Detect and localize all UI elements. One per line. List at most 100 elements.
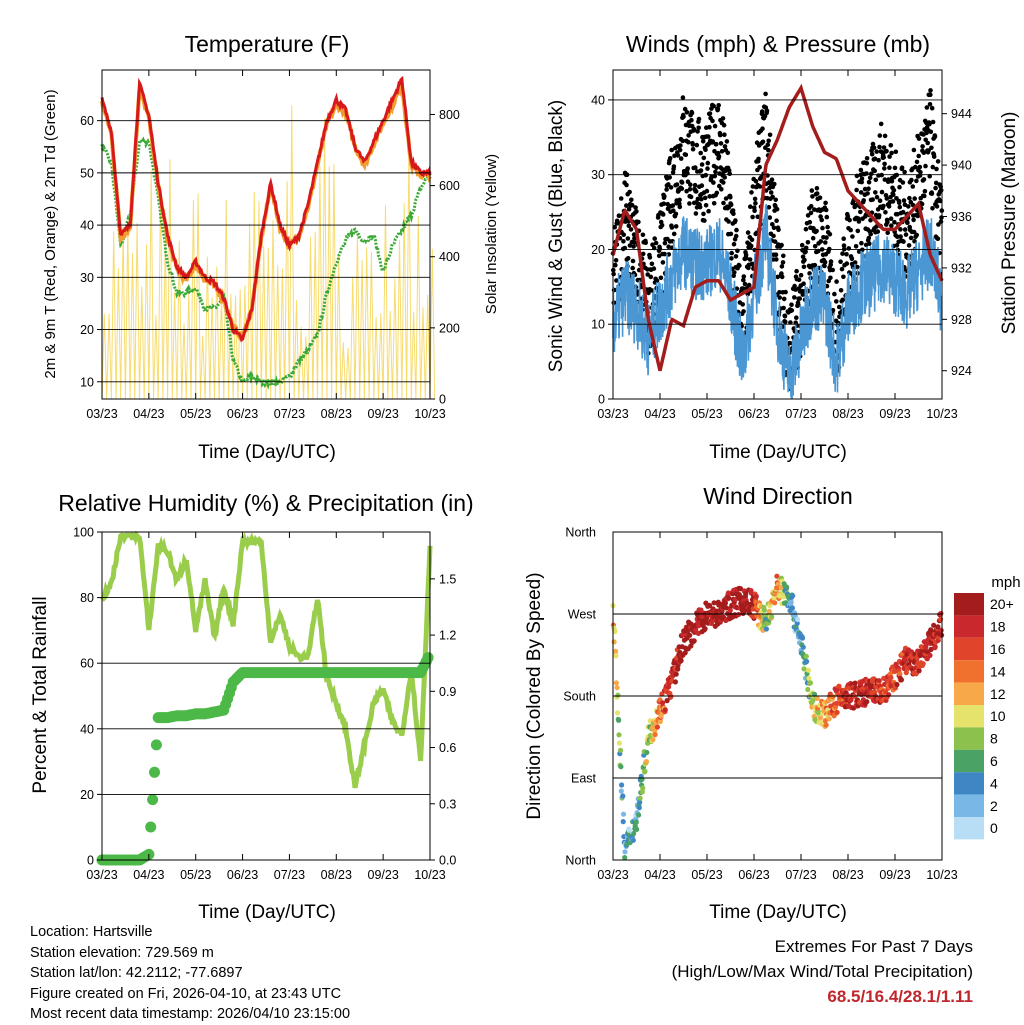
direction-point (801, 666, 807, 672)
gust-point (671, 164, 677, 169)
gust-point (796, 277, 802, 283)
gust-point (922, 188, 928, 194)
gust-point (918, 169, 923, 175)
gust-point (783, 289, 788, 295)
direction-point (888, 675, 894, 681)
gust-point (877, 133, 883, 138)
gust-point (667, 156, 673, 161)
direction-point (931, 622, 937, 628)
gust-point (774, 218, 779, 223)
y2-tick-label: 1.2 (439, 629, 456, 643)
gust-point (766, 147, 771, 153)
gust-point (713, 169, 718, 175)
gust-point (914, 232, 919, 238)
gust-point (921, 150, 927, 155)
gust-point (923, 163, 928, 169)
direction-point (806, 675, 812, 682)
gust-point (876, 213, 882, 218)
gust-point (743, 252, 749, 258)
gust-point (680, 95, 686, 100)
gust-point (674, 182, 680, 187)
gust-point (902, 169, 907, 175)
temperature-title: Temperature (F) (185, 31, 350, 57)
latlon-text: Station lat/lon: 42.2112; -77.6897 (30, 965, 243, 981)
precip-point (145, 821, 157, 833)
colorbar-label: 6 (990, 753, 998, 769)
x-tick-label: 08/23 (321, 868, 352, 882)
gust-point (730, 208, 736, 213)
direction-point (711, 600, 717, 606)
direction-point (643, 759, 650, 765)
gust-point (825, 224, 830, 230)
gust-point (703, 203, 709, 208)
gust-point (763, 91, 768, 97)
gust-point (719, 187, 724, 192)
direction-point (804, 658, 810, 665)
direction-point (722, 600, 729, 606)
direction-point (702, 626, 708, 632)
gust-point (612, 224, 617, 230)
gust-point (935, 159, 941, 164)
gust-point (916, 136, 922, 141)
gust-point (755, 214, 760, 220)
direction-point (876, 678, 882, 684)
direction-title: Wind Direction (703, 483, 853, 509)
gust-point (807, 219, 813, 225)
gust-point (719, 149, 725, 154)
gust-point (931, 154, 937, 159)
gust-point (777, 295, 782, 300)
gust-point (928, 88, 933, 93)
gust-point (854, 187, 859, 193)
gust-point (824, 235, 829, 240)
y2-tick-label: 400 (439, 250, 460, 264)
gust-point (834, 299, 839, 304)
gust-point (745, 230, 751, 235)
direction-point (666, 684, 672, 690)
gust-point (772, 239, 778, 244)
gust-point (781, 253, 786, 259)
x-tick-label: 06/23 (227, 407, 258, 421)
gust-point (901, 198, 907, 203)
x-tick-label: 09/23 (368, 868, 399, 882)
y2-tick-label: 200 (439, 321, 460, 335)
direction-point (685, 628, 691, 634)
direction-xlabel: Time (Day/UTC) (709, 902, 847, 923)
colorbar-label: 2 (990, 798, 998, 814)
gust-point (866, 179, 872, 185)
direction-point (652, 732, 658, 738)
gust-point (614, 278, 619, 283)
precip-point (147, 794, 159, 806)
direction-point (726, 595, 732, 601)
gust-point (632, 240, 637, 245)
colorbar-label: 18 (990, 619, 1006, 635)
gust-point (882, 166, 887, 171)
gust-point (621, 232, 626, 237)
gust-point (686, 133, 691, 138)
gust-point (725, 150, 731, 156)
direction-point (637, 799, 643, 805)
gust-point (673, 224, 679, 229)
gust-point (789, 302, 794, 308)
colorbar-swatch (954, 637, 984, 661)
gust-point (726, 219, 731, 224)
extremes-box: Extremes For Past 7 Days (High/Low/Max W… (672, 934, 973, 1009)
gust-point (767, 215, 773, 220)
direction-point (794, 620, 800, 627)
direction-point (618, 788, 624, 794)
gust-point (849, 256, 855, 262)
colorbar-label: 0 (990, 820, 998, 836)
gust-point (669, 147, 674, 153)
gust-point (699, 162, 705, 167)
gust-point (788, 320, 793, 325)
gust-point (921, 177, 927, 182)
gust-point (836, 304, 842, 310)
gust-point (792, 283, 797, 289)
gust-point (892, 219, 897, 225)
gust-point (715, 106, 721, 112)
gust-point (858, 167, 864, 173)
gust-point (828, 275, 833, 281)
direction-point (886, 692, 892, 698)
gust-point (841, 274, 846, 280)
gust-point (774, 206, 780, 212)
